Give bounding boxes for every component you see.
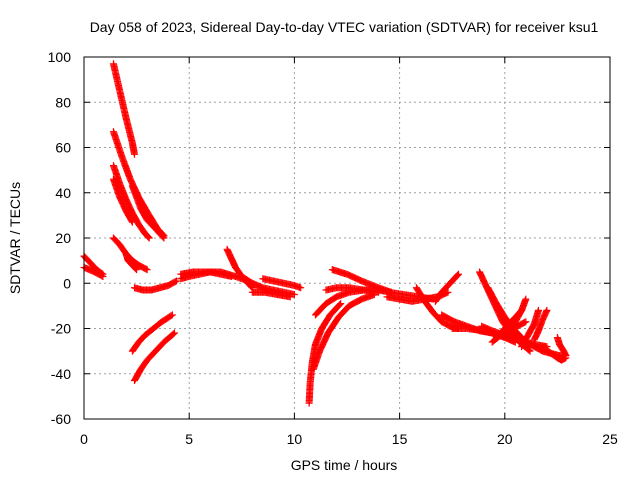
y-tick-label: 60	[55, 140, 71, 156]
data-point	[173, 277, 181, 285]
series-arc-09	[122, 250, 141, 274]
data-point	[454, 271, 462, 279]
series-arc-12	[130, 329, 178, 385]
y-tick-label: 80	[55, 94, 71, 110]
series-arc-27	[431, 270, 463, 305]
data-point	[145, 234, 153, 242]
data-point	[562, 352, 570, 360]
series-arc-03	[109, 60, 138, 158]
tick-marks	[83, 56, 611, 420]
data-point	[144, 233, 152, 241]
data-point	[168, 311, 176, 319]
data-point	[286, 293, 294, 301]
data-point	[130, 150, 138, 158]
series-arc-07	[128, 182, 168, 242]
x-tick-label: 15	[392, 431, 408, 447]
data-point	[167, 312, 175, 320]
series-arc-02	[80, 263, 107, 280]
series-arc-39	[539, 343, 570, 364]
series-arc-05	[109, 162, 153, 242]
data-point	[128, 217, 136, 225]
y-tick-label: 0	[63, 275, 71, 291]
data-point	[290, 291, 298, 299]
data-point	[337, 300, 345, 308]
series-arc-22	[322, 284, 383, 296]
data-point	[522, 318, 530, 326]
y-tick-label: 20	[55, 230, 71, 246]
x-tick-label: 0	[80, 431, 88, 447]
data-points	[80, 60, 570, 407]
data-point	[169, 330, 177, 338]
data-point	[133, 266, 141, 274]
data-point	[132, 265, 140, 273]
series-arc-25	[385, 288, 437, 303]
series-arc-17	[259, 275, 305, 292]
data-point	[160, 234, 168, 242]
y-tick-label: 100	[48, 49, 72, 65]
x-tick-label: 25	[602, 431, 618, 447]
y-tick-label: -40	[51, 366, 71, 382]
data-point	[444, 288, 452, 296]
data-point	[455, 270, 463, 278]
data-point	[543, 306, 551, 314]
data-point	[98, 272, 106, 280]
data-point	[142, 265, 150, 273]
x-axis-label: GPS time / hours	[291, 457, 398, 473]
x-tick-label: 20	[497, 431, 513, 447]
series-arc-08	[109, 234, 151, 274]
series-arc-40	[553, 334, 570, 360]
series-arc-11	[128, 311, 176, 355]
y-tick-label: -60	[51, 411, 71, 427]
series-arc-06	[109, 175, 136, 226]
data-point	[128, 218, 136, 226]
data-point	[99, 272, 107, 280]
data-point	[143, 266, 151, 274]
data-point	[521, 318, 529, 326]
x-tick-labels: 0 5 10 15 20 25	[80, 431, 618, 447]
series-arc-18	[248, 288, 294, 301]
data-point	[297, 284, 305, 292]
data-point	[336, 301, 344, 309]
series-arc-23	[328, 266, 395, 296]
data-point	[522, 295, 530, 303]
data-point	[170, 329, 178, 337]
x-tick-label: 10	[287, 431, 303, 447]
y-tick-labels: -60 -40 -20 0 20 40 60 80 100	[48, 49, 72, 427]
series-arc-35	[505, 295, 530, 337]
data-point	[534, 306, 542, 314]
series-arc-26	[412, 284, 463, 332]
data-point	[171, 278, 179, 286]
series-arc-10	[130, 277, 181, 294]
series-arc-37	[530, 306, 551, 344]
data-point	[159, 233, 167, 241]
y-tick-label: 40	[55, 185, 71, 201]
chart-title: Day 058 of 2023, Sidereal Day-to-day VTE…	[90, 19, 599, 35]
grid	[84, 57, 610, 419]
y-axis-label: SDTVAR / TECUs	[7, 182, 23, 294]
y-tick-label: -20	[51, 321, 71, 337]
x-tick-label: 5	[185, 431, 193, 447]
